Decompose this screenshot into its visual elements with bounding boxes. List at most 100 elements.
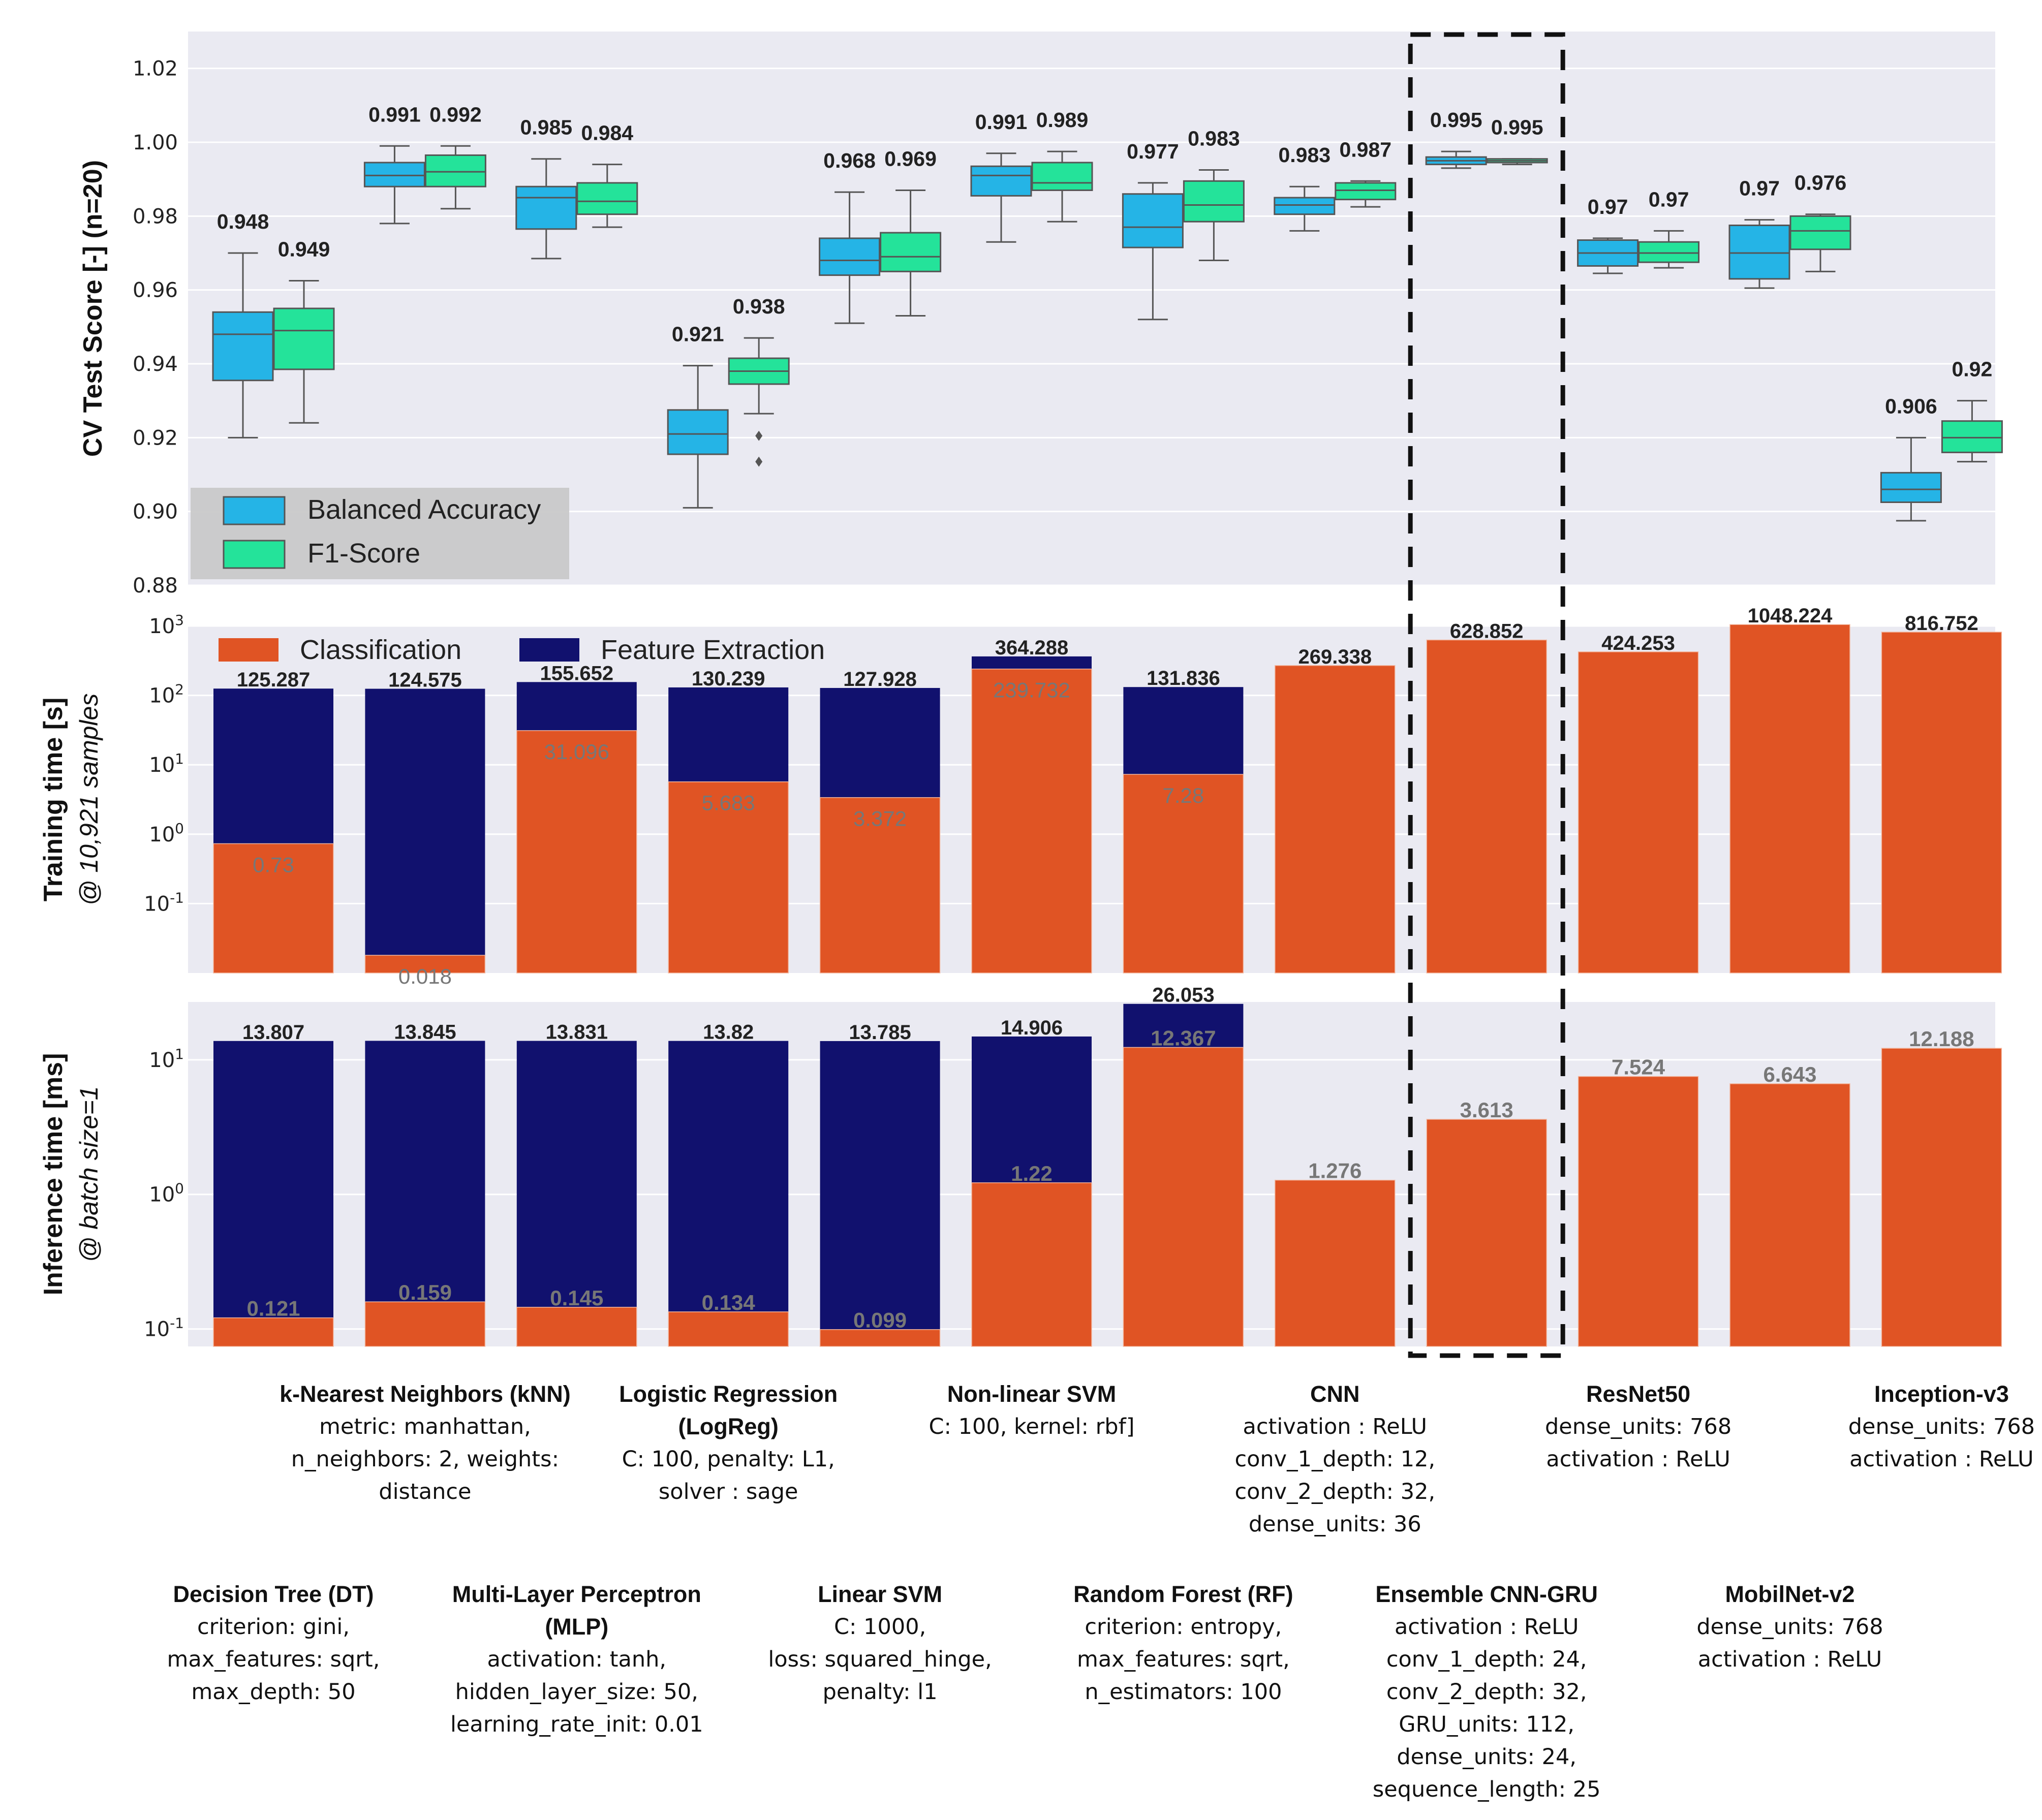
inference-y-tick-label: 100 bbox=[149, 1180, 184, 1207]
box-median-label: 0.984 bbox=[581, 121, 633, 145]
inference-classification-label: 1.22 bbox=[1011, 1162, 1053, 1185]
model-name: CNN bbox=[1310, 1381, 1360, 1407]
legend-swatch bbox=[219, 638, 279, 662]
box-median-label: 0.938 bbox=[733, 295, 785, 318]
box-balanced-accuracy: 0.97 bbox=[1577, 195, 1639, 274]
inference-classification-label: 12.367 bbox=[1151, 1026, 1216, 1050]
model-name: Logistic Regression bbox=[619, 1381, 838, 1407]
box-balanced-accuracy: 0.991 bbox=[363, 103, 425, 225]
model-description: k-Nearest Neighbors (kNN) metric: manhatt… bbox=[267, 1378, 582, 1508]
model-description: MobilNet-v2 dense_units: 768 activation : … bbox=[1632, 1578, 1947, 1676]
training-total-label: 130.239 bbox=[692, 668, 765, 690]
inference-classification-bar bbox=[668, 1311, 789, 1347]
inference-bar-group: 13.807 0.121 bbox=[213, 1021, 334, 1347]
box-balanced-accuracy: 0.968 bbox=[819, 149, 881, 324]
model-description: Ensemble CNN-GRU activation : ReLU conv_1_… bbox=[1329, 1578, 1644, 1806]
model-hyperparameter: C: 100, kernel: rbf] bbox=[929, 1414, 1135, 1439]
box-balanced-accuracy: 0.921 bbox=[667, 323, 729, 509]
model-hyperparameter: distance bbox=[379, 1479, 472, 1504]
model-hyperparameter: activation : ReLU bbox=[1849, 1447, 2034, 1472]
model-hyperparameter: n_estimators: 100 bbox=[1085, 1679, 1282, 1705]
training-total-label: 816.752 bbox=[1905, 612, 1978, 635]
box-median-label: 0.992 bbox=[429, 103, 482, 126]
training-y-tick-label: 101 bbox=[149, 750, 184, 777]
inference-bar-group: 26.053 12.367 bbox=[1123, 984, 1244, 1347]
training-bar-group: 124.575 0.018 bbox=[364, 669, 486, 988]
box-median-label: 0.977 bbox=[1127, 140, 1179, 163]
box-f1-score: 0.969 bbox=[880, 147, 942, 317]
inference-classification-bar bbox=[1577, 1076, 1699, 1347]
box-balanced-accuracy: 0.995 bbox=[1425, 108, 1487, 169]
box-median-label: 0.983 bbox=[1188, 127, 1240, 150]
legend-entry-label: F1-Score bbox=[307, 538, 420, 569]
box-balanced-accuracy: 0.948 bbox=[212, 210, 274, 438]
model-hyperparameter: conv_2_depth: 32, bbox=[1234, 1479, 1436, 1504]
model-hyperparameter: dense_units: 24, bbox=[1397, 1744, 1576, 1770]
box-balanced-accuracy: 0.983 bbox=[1274, 143, 1336, 232]
model-name: Ensemble CNN-GRU bbox=[1375, 1581, 1598, 1607]
model-name: MobilNet-v2 bbox=[1725, 1581, 1855, 1607]
training-classification-bar bbox=[1123, 774, 1244, 974]
inference-classification-bar bbox=[819, 1329, 941, 1347]
legend-entry-label: Feature Extraction bbox=[601, 635, 825, 665]
inference-total-label: 13.785 bbox=[849, 1021, 911, 1044]
box-f1-score: 0.938 bbox=[728, 295, 790, 467]
inference-classification-label: 0.121 bbox=[246, 1297, 300, 1321]
inference-classification-bar bbox=[213, 1317, 334, 1347]
inference-classification-bar bbox=[1275, 1179, 1396, 1347]
inference-total-label: 26.053 bbox=[1152, 984, 1214, 1007]
inference-bar-group: 1.276 bbox=[1275, 1159, 1396, 1347]
box-f1-score: 0.989 bbox=[1031, 108, 1093, 223]
training-classification-label: 5.683 bbox=[702, 791, 755, 815]
training-total-label: 269.338 bbox=[1298, 646, 1372, 668]
box-median-label: 0.995 bbox=[1430, 108, 1482, 132]
model-hyperparameter: hidden_layer_size: 50, bbox=[455, 1679, 698, 1705]
inference-bar-group: 13.785 0.099 bbox=[819, 1021, 941, 1347]
box-iqr bbox=[515, 185, 577, 230]
inference-classification-bar bbox=[1881, 1048, 2002, 1347]
time-legend: Classification Feature Extraction bbox=[219, 635, 825, 665]
training-classification-bar bbox=[516, 730, 637, 974]
box-iqr bbox=[970, 165, 1032, 197]
training-total-label: 424.253 bbox=[1601, 632, 1675, 654]
training-classification-bar bbox=[971, 668, 1092, 974]
model-name: Non-linear SVM bbox=[947, 1381, 1117, 1407]
box-f1-score: 0.949 bbox=[273, 238, 335, 424]
model-hyperparameter: criterion: gini, bbox=[197, 1614, 350, 1640]
legend-swatch bbox=[223, 496, 286, 525]
inference-classification-label: 0.159 bbox=[398, 1280, 452, 1304]
box-iqr bbox=[1941, 420, 2003, 453]
model-description: Linear SVM C: 1000, loss: squared_hinge, pe… bbox=[723, 1578, 1038, 1708]
training-total-label: 125.287 bbox=[237, 669, 311, 691]
inference-classification-bar bbox=[516, 1307, 637, 1347]
inference-total-label: 13.845 bbox=[394, 1021, 456, 1043]
model-hyperparameter: sequence_length: 25 bbox=[1372, 1777, 1601, 1802]
box-median-label: 0.985 bbox=[520, 116, 572, 139]
inference-classification-bar bbox=[1426, 1119, 1547, 1347]
score-y-tick-label: 0.98 bbox=[133, 205, 178, 228]
training-classification-bar bbox=[1275, 665, 1396, 974]
model-description: Random Forest (RF) criterion: entropy, max… bbox=[1026, 1578, 1341, 1708]
inference-y-axis-sublabel: @ batch size=1 bbox=[75, 1086, 103, 1263]
box-median-label: 0.97 bbox=[1649, 187, 1689, 211]
inference-classification-bar bbox=[364, 1301, 486, 1347]
box-iqr bbox=[1789, 215, 1851, 250]
inference-classification-label: 3.613 bbox=[1460, 1098, 1513, 1122]
box-iqr bbox=[212, 311, 274, 382]
box-median-label: 0.987 bbox=[1339, 138, 1391, 161]
training-classification-bar bbox=[364, 955, 486, 974]
box-iqr bbox=[819, 237, 881, 276]
box-outlier bbox=[755, 430, 763, 441]
training-bar-group: 364.288 239.732 bbox=[971, 637, 1092, 974]
training-bar-group: 131.836 7.28 bbox=[1123, 667, 1244, 974]
model-description: Decision Tree (DT) criterion: gini, max_fe… bbox=[116, 1578, 431, 1708]
box-outlier bbox=[755, 456, 763, 467]
model-description: Multi-Layer Perceptron (MLP) activation: … bbox=[419, 1578, 734, 1741]
box-iqr bbox=[667, 409, 729, 455]
training-total-label: 155.652 bbox=[540, 662, 614, 684]
inference-total-label: 13.807 bbox=[242, 1021, 304, 1044]
legend-swatch bbox=[223, 540, 286, 569]
training-classification-bar bbox=[819, 797, 941, 974]
model-hyperparameter: activation: tanh, bbox=[487, 1647, 667, 1672]
